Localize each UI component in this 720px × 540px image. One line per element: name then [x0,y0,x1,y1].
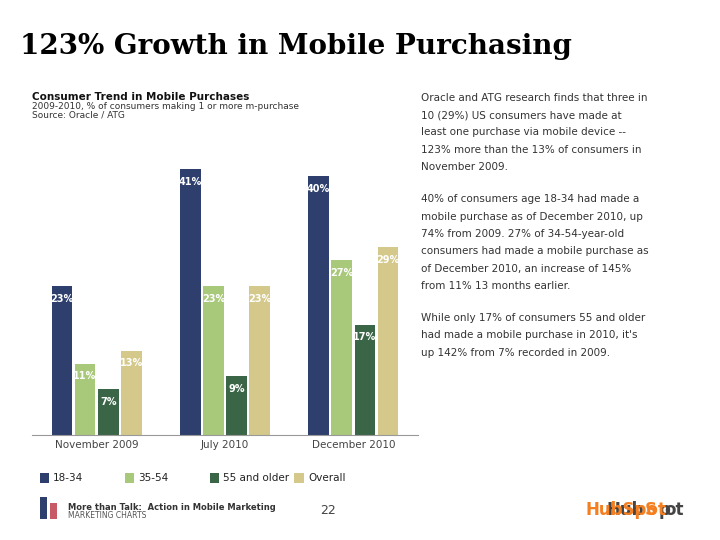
Bar [121,350,142,435]
Text: Hub: Hub [607,501,644,519]
Text: MARKETING CHARTS: MARKETING CHARTS [68,511,147,520]
Text: 2009-2010, % of consumers making 1 or more m-purchase: 2009-2010, % of consumers making 1 or mo… [32,102,300,111]
Bar [180,170,201,435]
Text: Source: Oracle / ATG: Source: Oracle / ATG [32,110,125,119]
Bar [249,286,270,435]
Text: 40% of consumers age 18-34 had made a: 40% of consumers age 18-34 had made a [421,194,639,205]
Text: 22: 22 [320,504,336,517]
Text: 7%: 7% [100,397,117,407]
Text: 10 (29%) US consumers have made at: 10 (29%) US consumers have made at [421,110,622,120]
Text: S: S [644,501,657,519]
Text: 23%: 23% [202,294,225,303]
Bar [331,260,352,435]
Text: 27%: 27% [330,268,354,278]
Text: p: p [659,501,670,519]
Bar [52,286,72,435]
Text: had made a mobile purchase in 2010, it's: had made a mobile purchase in 2010, it's [421,330,638,341]
Text: 74% from 2009. 27% of 34-54-year-old: 74% from 2009. 27% of 34-54-year-old [421,229,624,239]
Text: 23%: 23% [50,294,73,303]
Text: 35-54: 35-54 [138,473,168,483]
Bar [378,247,398,435]
Text: 11%: 11% [73,372,96,381]
Text: mobile purchase as of December 2010, up: mobile purchase as of December 2010, up [421,212,643,222]
Bar [98,389,119,435]
Text: 123% more than the 13% of consumers in: 123% more than the 13% of consumers in [421,145,642,155]
Text: While only 17% of consumers 55 and older: While only 17% of consumers 55 and older [421,313,645,323]
Text: from 11% 13 months earlier.: from 11% 13 months earlier. [421,281,570,291]
Text: Oracle and ATG research finds that three in: Oracle and ATG research finds that three… [421,93,648,103]
Text: 55 and older: 55 and older [223,473,289,483]
Bar [75,363,96,435]
Text: 9%: 9% [228,384,245,394]
Text: least one purchase via mobile device --: least one purchase via mobile device -- [421,127,626,138]
Text: Consumer Trend in Mobile Purchases: Consumer Trend in Mobile Purchases [32,92,250,102]
Text: up 142% from 7% recorded in 2009.: up 142% from 7% recorded in 2009. [421,348,611,358]
Text: HubSpot: HubSpot [586,501,667,519]
Text: November 2009.: November 2009. [421,162,508,172]
Text: 17%: 17% [354,333,377,342]
Bar [203,286,224,435]
Text: 18-34: 18-34 [53,473,84,483]
Text: ot: ot [664,501,683,519]
Text: 23%: 23% [248,294,271,303]
Text: 41%: 41% [179,177,202,187]
Text: 13%: 13% [120,359,143,368]
Text: 29%: 29% [377,255,400,265]
Text: 123% Growth in Mobile Purchasing: 123% Growth in Mobile Purchasing [20,32,572,59]
Text: Overall: Overall [308,473,346,483]
Bar [226,376,247,435]
Bar [308,176,329,435]
Text: More than Talk:  Action in Mobile Marketing: More than Talk: Action in Mobile Marketi… [68,503,276,512]
Text: 40%: 40% [307,184,330,194]
Text: of December 2010, an increase of 145%: of December 2010, an increase of 145% [421,264,631,274]
Bar [354,325,375,435]
Text: consumers had made a mobile purchase as: consumers had made a mobile purchase as [421,246,649,256]
